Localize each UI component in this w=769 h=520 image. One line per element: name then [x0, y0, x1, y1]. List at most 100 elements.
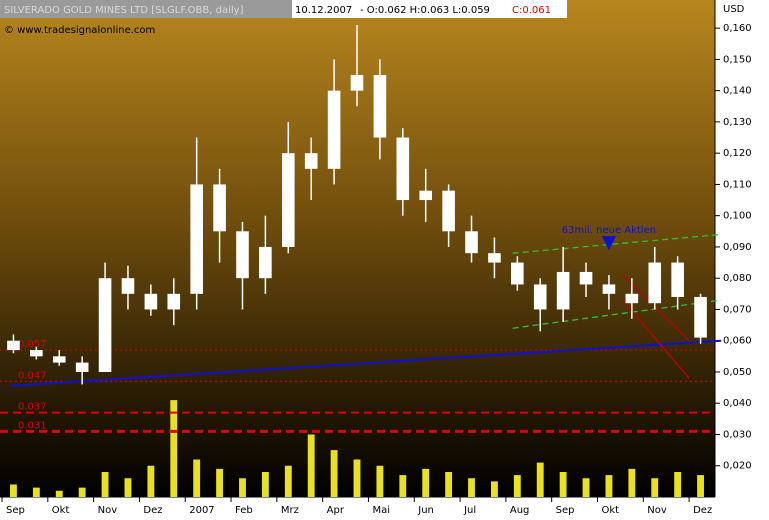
x-tick-label: Feb: [235, 505, 253, 516]
x-tick-label: Dez: [143, 505, 162, 516]
volume-bar: [193, 459, 201, 497]
volume-bar: [10, 484, 17, 497]
level-label: 0.047: [18, 370, 47, 381]
y-tick-label: 0,110: [723, 179, 752, 190]
volume-bar: [101, 471, 109, 497]
annotation-arrow: [601, 236, 616, 251]
candle-body: [373, 75, 387, 138]
chart-title: SILVERADO GOLD MINES LTD [SLGLF.OBB, dai…: [4, 5, 244, 16]
volume-bar: [582, 478, 590, 497]
volume-bar: [468, 478, 475, 497]
candle-body: [350, 75, 364, 91]
candle-body: [98, 278, 112, 372]
candle-body: [511, 262, 524, 285]
volume-bar: [422, 468, 430, 497]
candle-body: [465, 231, 478, 254]
candle-body: [442, 190, 455, 232]
y-tick-label: 0,130: [723, 117, 752, 128]
volume-bar: [284, 465, 292, 497]
level-label: 0.037: [18, 402, 47, 413]
volume-bar: [239, 478, 246, 497]
candle-body: [7, 340, 20, 351]
header-quote: - O:0.062 H:0.063 L:0.059: [360, 5, 490, 16]
volume-bar: [32, 487, 40, 497]
annotation-text: 63mil. neue Aktien: [562, 225, 656, 236]
candle-body: [419, 190, 433, 201]
x-tick-label: Jul: [463, 505, 476, 516]
x-tick-label: Jun: [417, 505, 434, 516]
header-date: 10.12.2007: [295, 5, 352, 16]
candle-body: [52, 356, 66, 363]
volume-bar: [697, 475, 704, 497]
y-tick-label: 0,040: [723, 398, 752, 409]
y-tick-label: 0,150: [723, 54, 752, 65]
candle-body: [625, 293, 639, 304]
candle-body: [556, 271, 570, 310]
volume-bar: [674, 471, 682, 497]
volume-bar: [376, 465, 384, 497]
watermark: © www.tradesignalonline.com: [4, 25, 155, 36]
volume-bar: [307, 434, 315, 497]
volume-bar: [651, 478, 659, 497]
trendline: [622, 299, 690, 379]
x-tick-label: Apr: [327, 505, 345, 516]
x-tick-label: Sep: [556, 505, 575, 516]
candle-body: [259, 246, 272, 279]
x-tick-label: Mrz: [281, 505, 299, 516]
y-tick-label: 0,100: [723, 211, 752, 222]
candle-body: [144, 293, 158, 310]
trendline: [512, 233, 722, 254]
candle-body: [167, 293, 181, 310]
x-tick-label: Aug: [510, 505, 530, 516]
candle-body: [602, 284, 616, 294]
x-tick-label: Nov: [98, 505, 118, 516]
y-tick-label: 0,090: [723, 242, 752, 253]
x-tick-label: Sep: [6, 505, 25, 516]
header-box: [0, 0, 292, 18]
candle-body: [75, 362, 89, 372]
candle-body: [213, 184, 226, 232]
y-tick-label: 0,120: [723, 148, 752, 159]
volume-bar: [147, 465, 155, 497]
volume-bar: [628, 468, 636, 497]
volume-bar: [559, 471, 567, 497]
volume-bar: [261, 471, 269, 497]
level-label: 0.057: [18, 339, 47, 350]
candle-body: [533, 284, 547, 310]
y-tick-label: 0,160: [723, 23, 752, 34]
y-tick-label: 0,030: [723, 429, 752, 440]
candle-body: [579, 271, 593, 285]
volume-bar: [605, 475, 613, 497]
x-tick-label: Okt: [52, 505, 70, 516]
x-tick-label: Dez: [693, 505, 712, 516]
y-tick-label: 0,140: [723, 86, 752, 97]
candle-body: [694, 296, 707, 338]
candle-body: [281, 153, 295, 247]
trendline: [11, 339, 722, 387]
trendline: [622, 274, 690, 342]
level-label: 0.031: [18, 420, 47, 431]
y-tick-label: 0,020: [723, 461, 752, 472]
candle-body: [327, 90, 341, 169]
volume-bar: [55, 490, 63, 497]
volume-bar: [490, 481, 498, 497]
x-tick-label: Okt: [601, 505, 619, 516]
volume-bar: [353, 459, 361, 497]
volume-bar: [170, 400, 178, 497]
x-tick-label: Nov: [647, 505, 667, 516]
x-tick-label: Mai: [372, 505, 390, 516]
y-tick-label: 0,050: [723, 367, 752, 378]
candle-body: [671, 262, 684, 297]
trendline: [512, 299, 722, 329]
volume-bar: [536, 462, 544, 497]
candle-body: [488, 253, 501, 263]
volume-bar: [513, 475, 521, 497]
volume-bar: [78, 487, 86, 497]
candle-body: [648, 262, 662, 304]
volume-bar: [445, 471, 453, 497]
x-tick-label: 2007: [189, 505, 214, 516]
header-quote-box: [292, 0, 567, 18]
volume-bar: [216, 468, 224, 497]
candle-body: [396, 137, 410, 201]
